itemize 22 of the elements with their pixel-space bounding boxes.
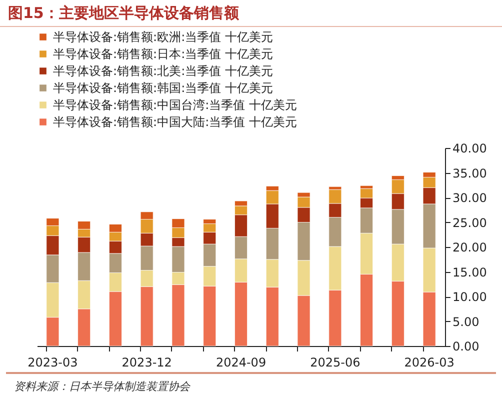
legend-label: 半导体设备:销售额:日本:当季值 十亿美元 [53,47,273,61]
legend-label: 半导体设备:销售额:中国大陆:当季值 十亿美元 [53,115,297,129]
legend-label: 半导体设备:销售额:韩国:当季值 十亿美元 [53,81,273,95]
chart-title: 图15：主要地区半导体设备销售额 [0,0,502,27]
y-tick-label: 10.00 [452,290,487,304]
y-tick-label: 5.00 [452,314,480,329]
x-tick-label: 2026-03 [404,356,454,370]
y-tick-label: 15.00 [452,265,487,280]
x-tick-label: 2023-12 [122,356,172,370]
text: 资料来源：日本半导体制造装置协会 [6,372,496,399]
y-tick-label: 30.00 [452,191,487,205]
y-tick-label: 25.00 [452,216,487,230]
y-tick-label: 35.00 [452,166,487,180]
y-tick-label: 0.00 [452,340,480,354]
x-tick-label: 2023-03 [28,356,78,370]
x-tick-label: 2024-09 [216,356,266,370]
legend-label: 半导体设备:销售额:中国台湾:当季值 十亿美元 [53,98,297,112]
x-tick-label: 2025-06 [310,356,360,370]
legend-label: 半导体设备:销售额:欧洲:当季值 十亿美元 [53,30,273,44]
legend-label: 半导体设备:销售额:北美:当季值 十亿美元 [53,64,273,78]
y-tick-label: 40.00 [452,142,487,156]
y-tick-label: 20.00 [452,240,487,254]
